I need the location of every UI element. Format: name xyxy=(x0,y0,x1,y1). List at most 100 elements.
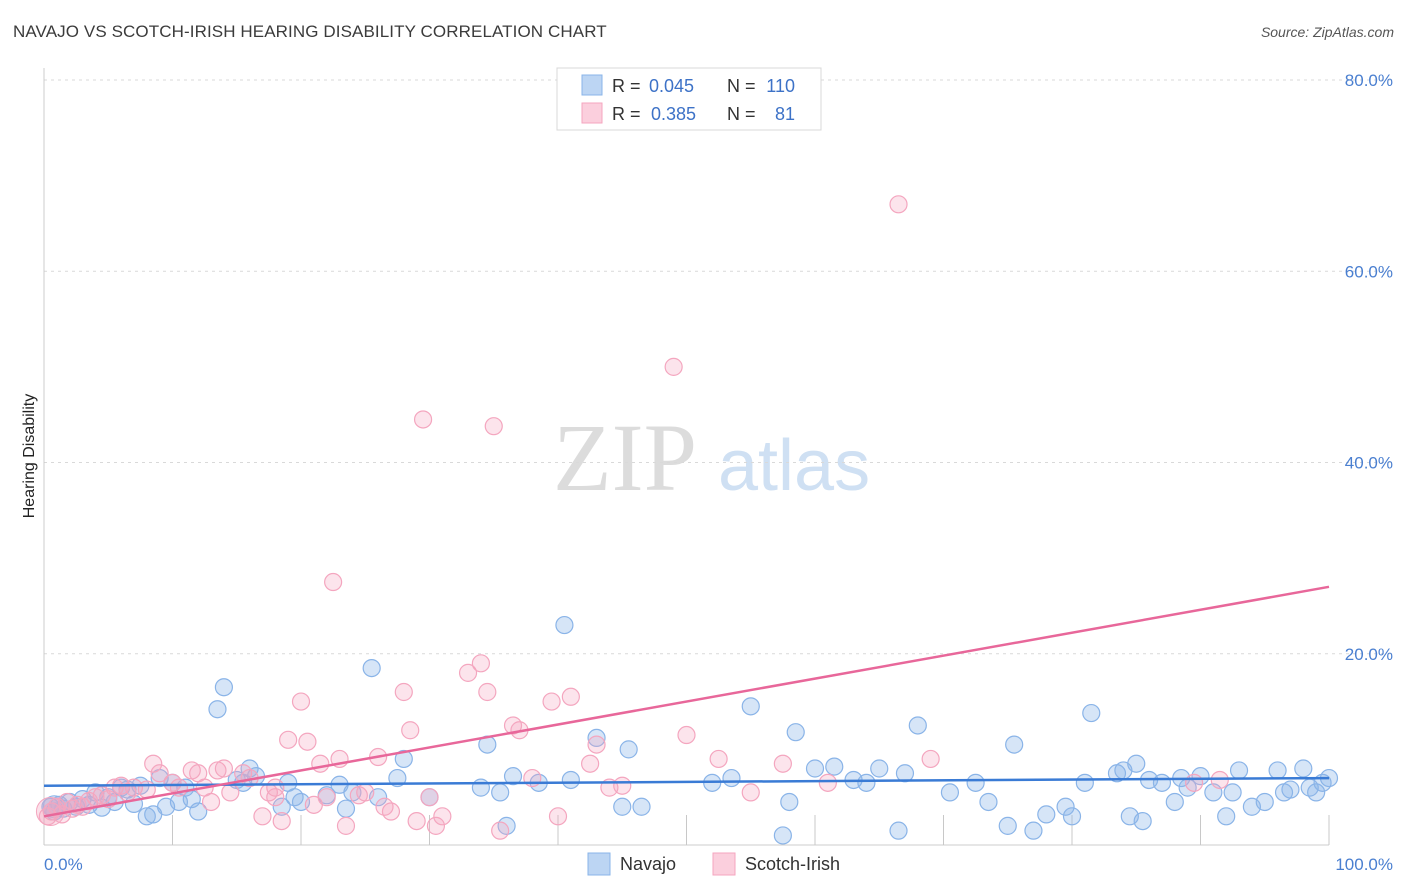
navajo-point-93 xyxy=(1217,807,1236,826)
navajo-n-label: N = xyxy=(727,76,756,96)
navajo-point-58 xyxy=(741,697,760,716)
scotch-irish-point-16 xyxy=(137,780,156,799)
scotch-irish-point-53 xyxy=(458,663,478,682)
navajo-point-26 xyxy=(214,678,233,697)
navajo-point-88 xyxy=(1165,792,1184,812)
navajo-point-57 xyxy=(722,768,741,788)
grid xyxy=(44,79,1393,655)
scotch-irish-point-78 xyxy=(266,778,285,797)
scotch-irish-point-71 xyxy=(818,773,837,792)
navajo-point-68 xyxy=(895,764,915,783)
navajo-point-70 xyxy=(940,783,960,802)
navajo-point-76 xyxy=(1037,805,1056,824)
navajo-point-79 xyxy=(1075,773,1094,792)
navajo-point-42 xyxy=(394,749,413,769)
navajo-point-51 xyxy=(561,770,580,790)
scotch-irish-point-31 xyxy=(266,788,285,807)
scotch-irish-point-79 xyxy=(201,792,221,812)
navajo-point-97 xyxy=(1255,792,1274,812)
scotch-irish-point-65 xyxy=(613,776,632,795)
navajo-point-25 xyxy=(208,700,227,719)
bottom-navajo-label: Navajo xyxy=(620,854,676,874)
navajo-point-85 xyxy=(1133,811,1152,831)
navajo-point-52 xyxy=(587,728,606,748)
scotch-irish-point-47 xyxy=(401,721,420,740)
scotch-irish-point-50 xyxy=(420,788,439,807)
scotch-irish-point-77 xyxy=(548,807,568,826)
y-tick-labels: 20.0% 40.0% 60.0% 80.0% xyxy=(1345,71,1393,664)
navajo-point-75 xyxy=(1024,821,1043,840)
bottom-scotch-irish-label: Scotch-Irish xyxy=(745,854,840,874)
scotch-irish-point-34 xyxy=(291,692,311,711)
scotch-irish-point-26 xyxy=(221,783,240,802)
scotch-irish-point-80 xyxy=(375,797,394,816)
navajo-point-63 xyxy=(825,757,844,776)
navajo-point-84 xyxy=(1127,754,1146,773)
scotch-irish-point-74 xyxy=(1184,773,1204,792)
scotch-irish-point-18 xyxy=(150,764,169,783)
navajo-r-value: 0.045 xyxy=(649,76,694,96)
scotch-irish-point-70 xyxy=(773,754,792,773)
navajo-point-60 xyxy=(780,792,799,812)
source-label: Source: ZipAtlas.com xyxy=(1260,24,1394,40)
y-tick-label-80: 80.0% xyxy=(1345,71,1393,90)
scotch-irish-point-35 xyxy=(298,732,317,751)
y-axis-label: Hearing Disability xyxy=(21,394,38,519)
navajo-point-59 xyxy=(773,826,792,845)
navajo-point-65 xyxy=(857,773,876,792)
navajo-n-value: 110 xyxy=(766,76,795,96)
y-tick-label-20: 20.0% xyxy=(1345,645,1393,664)
navajo-swatch xyxy=(581,74,603,96)
navajo-r-label: R = xyxy=(612,76,641,96)
trend-lines xyxy=(43,585,1330,818)
scotch-irish-n-label: N = xyxy=(727,104,756,124)
bottom-navajo-swatch xyxy=(587,852,611,876)
scotch-irish-point-25 xyxy=(214,759,233,778)
navajo-point-98 xyxy=(1268,761,1287,780)
scotch-irish-point-24 xyxy=(208,761,227,780)
scotch-irish-points xyxy=(35,195,1229,840)
navajo-point-74 xyxy=(1005,735,1024,754)
scotch-irish-point-62 xyxy=(581,754,600,773)
navajo-point-91 xyxy=(1191,767,1210,786)
navajo-point-41 xyxy=(388,768,407,788)
x-tick-label-max: 100.0% xyxy=(1335,855,1393,874)
stats-legend: R = 0.045 N = 110 R = 0.385 N = 81 xyxy=(556,67,822,131)
navajo-point-101 xyxy=(1294,759,1313,778)
scotch-irish-point-76 xyxy=(491,821,510,840)
scotch-irish-trend-line xyxy=(43,585,1330,818)
scotch-irish-point-37 xyxy=(311,754,330,773)
scotch-irish-point-56 xyxy=(484,417,503,436)
scotch-irish-r-value: 0.385 xyxy=(651,104,696,124)
scotch-irish-point-55 xyxy=(478,682,497,702)
navajo-point-54 xyxy=(619,740,638,759)
scotch-irish-point-67 xyxy=(677,725,696,745)
navajo-point-87 xyxy=(1152,773,1172,792)
navajo-point-55 xyxy=(632,797,651,816)
scotch-irish-point-39 xyxy=(324,572,343,592)
navajo-point-37 xyxy=(336,799,356,818)
scotch-irish-point-60 xyxy=(542,692,561,711)
scotch-irish-r-label: R = xyxy=(612,104,641,124)
watermark-zip: ZIP xyxy=(553,404,697,511)
navajo-point-66 xyxy=(870,759,889,778)
scotch-irish-point-73 xyxy=(921,749,940,769)
scotch-irish-cluster xyxy=(35,797,65,827)
scotch-irish-point-33 xyxy=(279,730,298,749)
navajo-point-39 xyxy=(362,658,381,678)
scotch-irish-point-41 xyxy=(336,816,356,835)
navajo-point-16 xyxy=(137,807,156,826)
navajo-point-77 xyxy=(1056,797,1075,816)
scotch-irish-point-43 xyxy=(356,783,375,802)
navajo-point-44 xyxy=(471,778,490,797)
navajo-point-73 xyxy=(998,816,1017,835)
navajo-point-72 xyxy=(979,792,998,812)
navajo-point-95 xyxy=(1229,761,1249,780)
navajo-point-50 xyxy=(555,615,574,635)
scotch-irish-point-51 xyxy=(426,816,446,835)
scotch-irish-n-value: 81 xyxy=(775,104,795,124)
navajo-point-67 xyxy=(889,821,908,840)
scotch-irish-point-52 xyxy=(433,807,452,826)
navajo-point-61 xyxy=(786,723,805,742)
